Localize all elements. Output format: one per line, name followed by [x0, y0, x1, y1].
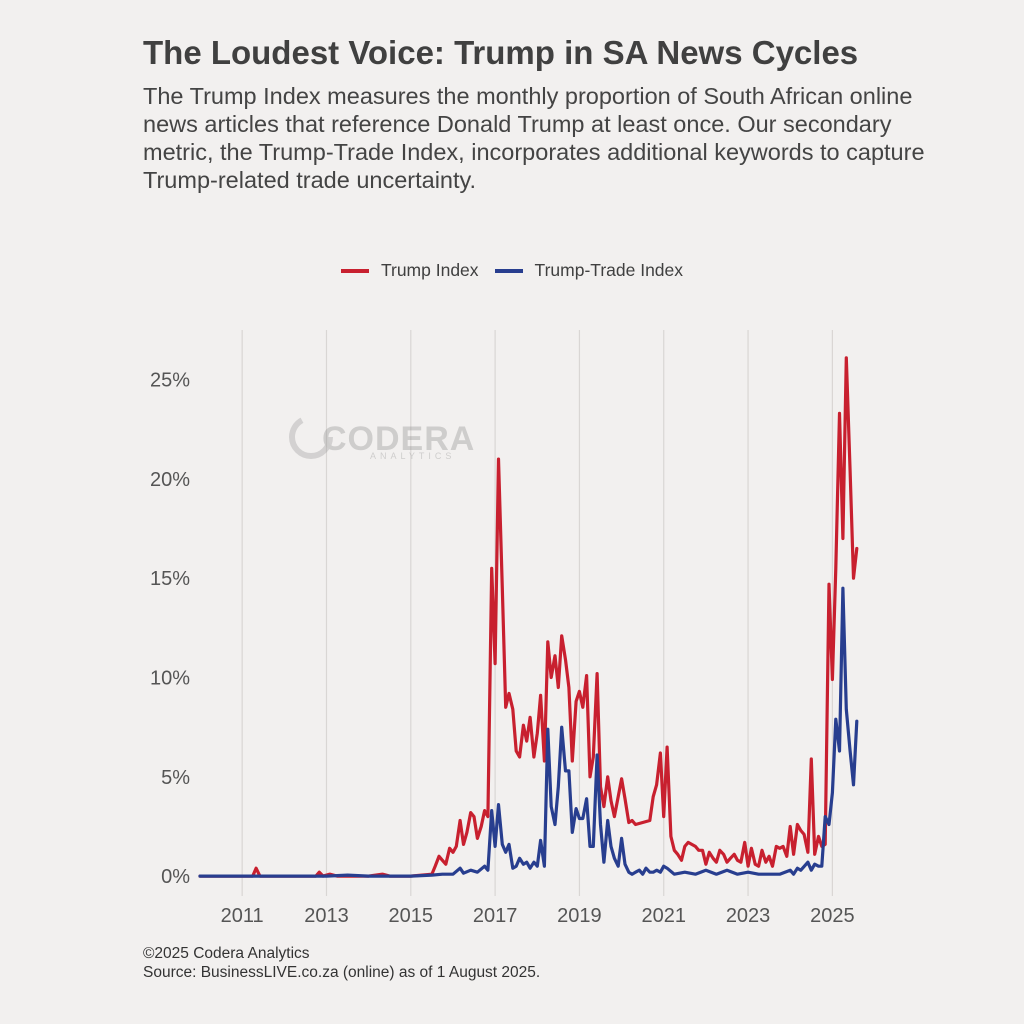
codera-logo-icon	[289, 415, 333, 459]
x-tick-label: 2013	[304, 905, 349, 927]
chart-footer: ©2025 Codera Analytics Source: BusinessL…	[143, 944, 540, 982]
legend-item-trump-trade-index: Trump-Trade Index	[494, 260, 684, 281]
copyright-text: ©2025 Codera Analytics	[143, 945, 310, 962]
y-tick-label: 0%	[161, 866, 190, 888]
x-axis-ticks: 2011 2013 2015 2017 2019 2021 2023 2025	[221, 905, 855, 927]
x-tick-label: 2021	[641, 905, 686, 927]
x-tick-label: 2025	[810, 905, 855, 927]
grid-lines	[241, 330, 833, 896]
x-tick-label: 2011	[221, 905, 264, 927]
y-tick-label: 15%	[150, 568, 190, 590]
legend-swatch-trump-trade-index	[494, 268, 523, 273]
x-tick-label: 2019	[557, 905, 602, 927]
codera-watermark-logo: CODERA ANALYTICS	[289, 415, 475, 461]
y-tick-label: 20%	[150, 469, 190, 491]
legend-swatch-trump-index	[340, 268, 369, 273]
legend-item-trump-index: Trump Index	[340, 260, 479, 281]
y-axis-ticks: 0% 5% 10% 15% 20% 25%	[150, 370, 190, 888]
series-lines	[198, 356, 859, 878]
chart-subtitle: The Trump Index measures the monthly pro…	[143, 83, 925, 193]
series-line-trump-trade-index	[198, 586, 859, 878]
x-tick-label: 2017	[473, 905, 518, 927]
series-line-trump-index	[198, 356, 859, 878]
y-tick-label: 5%	[161, 767, 190, 789]
x-tick-label: 2015	[389, 905, 434, 927]
y-tick-label: 25%	[150, 370, 190, 392]
watermark-sub: ANALYTICS	[370, 451, 455, 461]
chart-legend: Trump Index Trump-Trade Index	[0, 260, 1024, 281]
y-tick-label: 10%	[150, 668, 190, 690]
chart-title: The Loudest Voice: Trump in SA News Cycl…	[143, 34, 859, 71]
line-chart: CODERA ANALYTICS 0%5%10%15%20%25% 2011 20…	[150, 330, 859, 927]
x-tick-label: 2023	[726, 905, 771, 927]
source-text: Source: BusinessLIVE.co.za (online) as o…	[143, 964, 541, 981]
legend-label-trump-index: Trump Index	[380, 260, 479, 280]
legend-label-trump-trade-index: Trump-Trade Index	[534, 260, 684, 280]
watermark-brand: CODERA	[322, 420, 475, 458]
